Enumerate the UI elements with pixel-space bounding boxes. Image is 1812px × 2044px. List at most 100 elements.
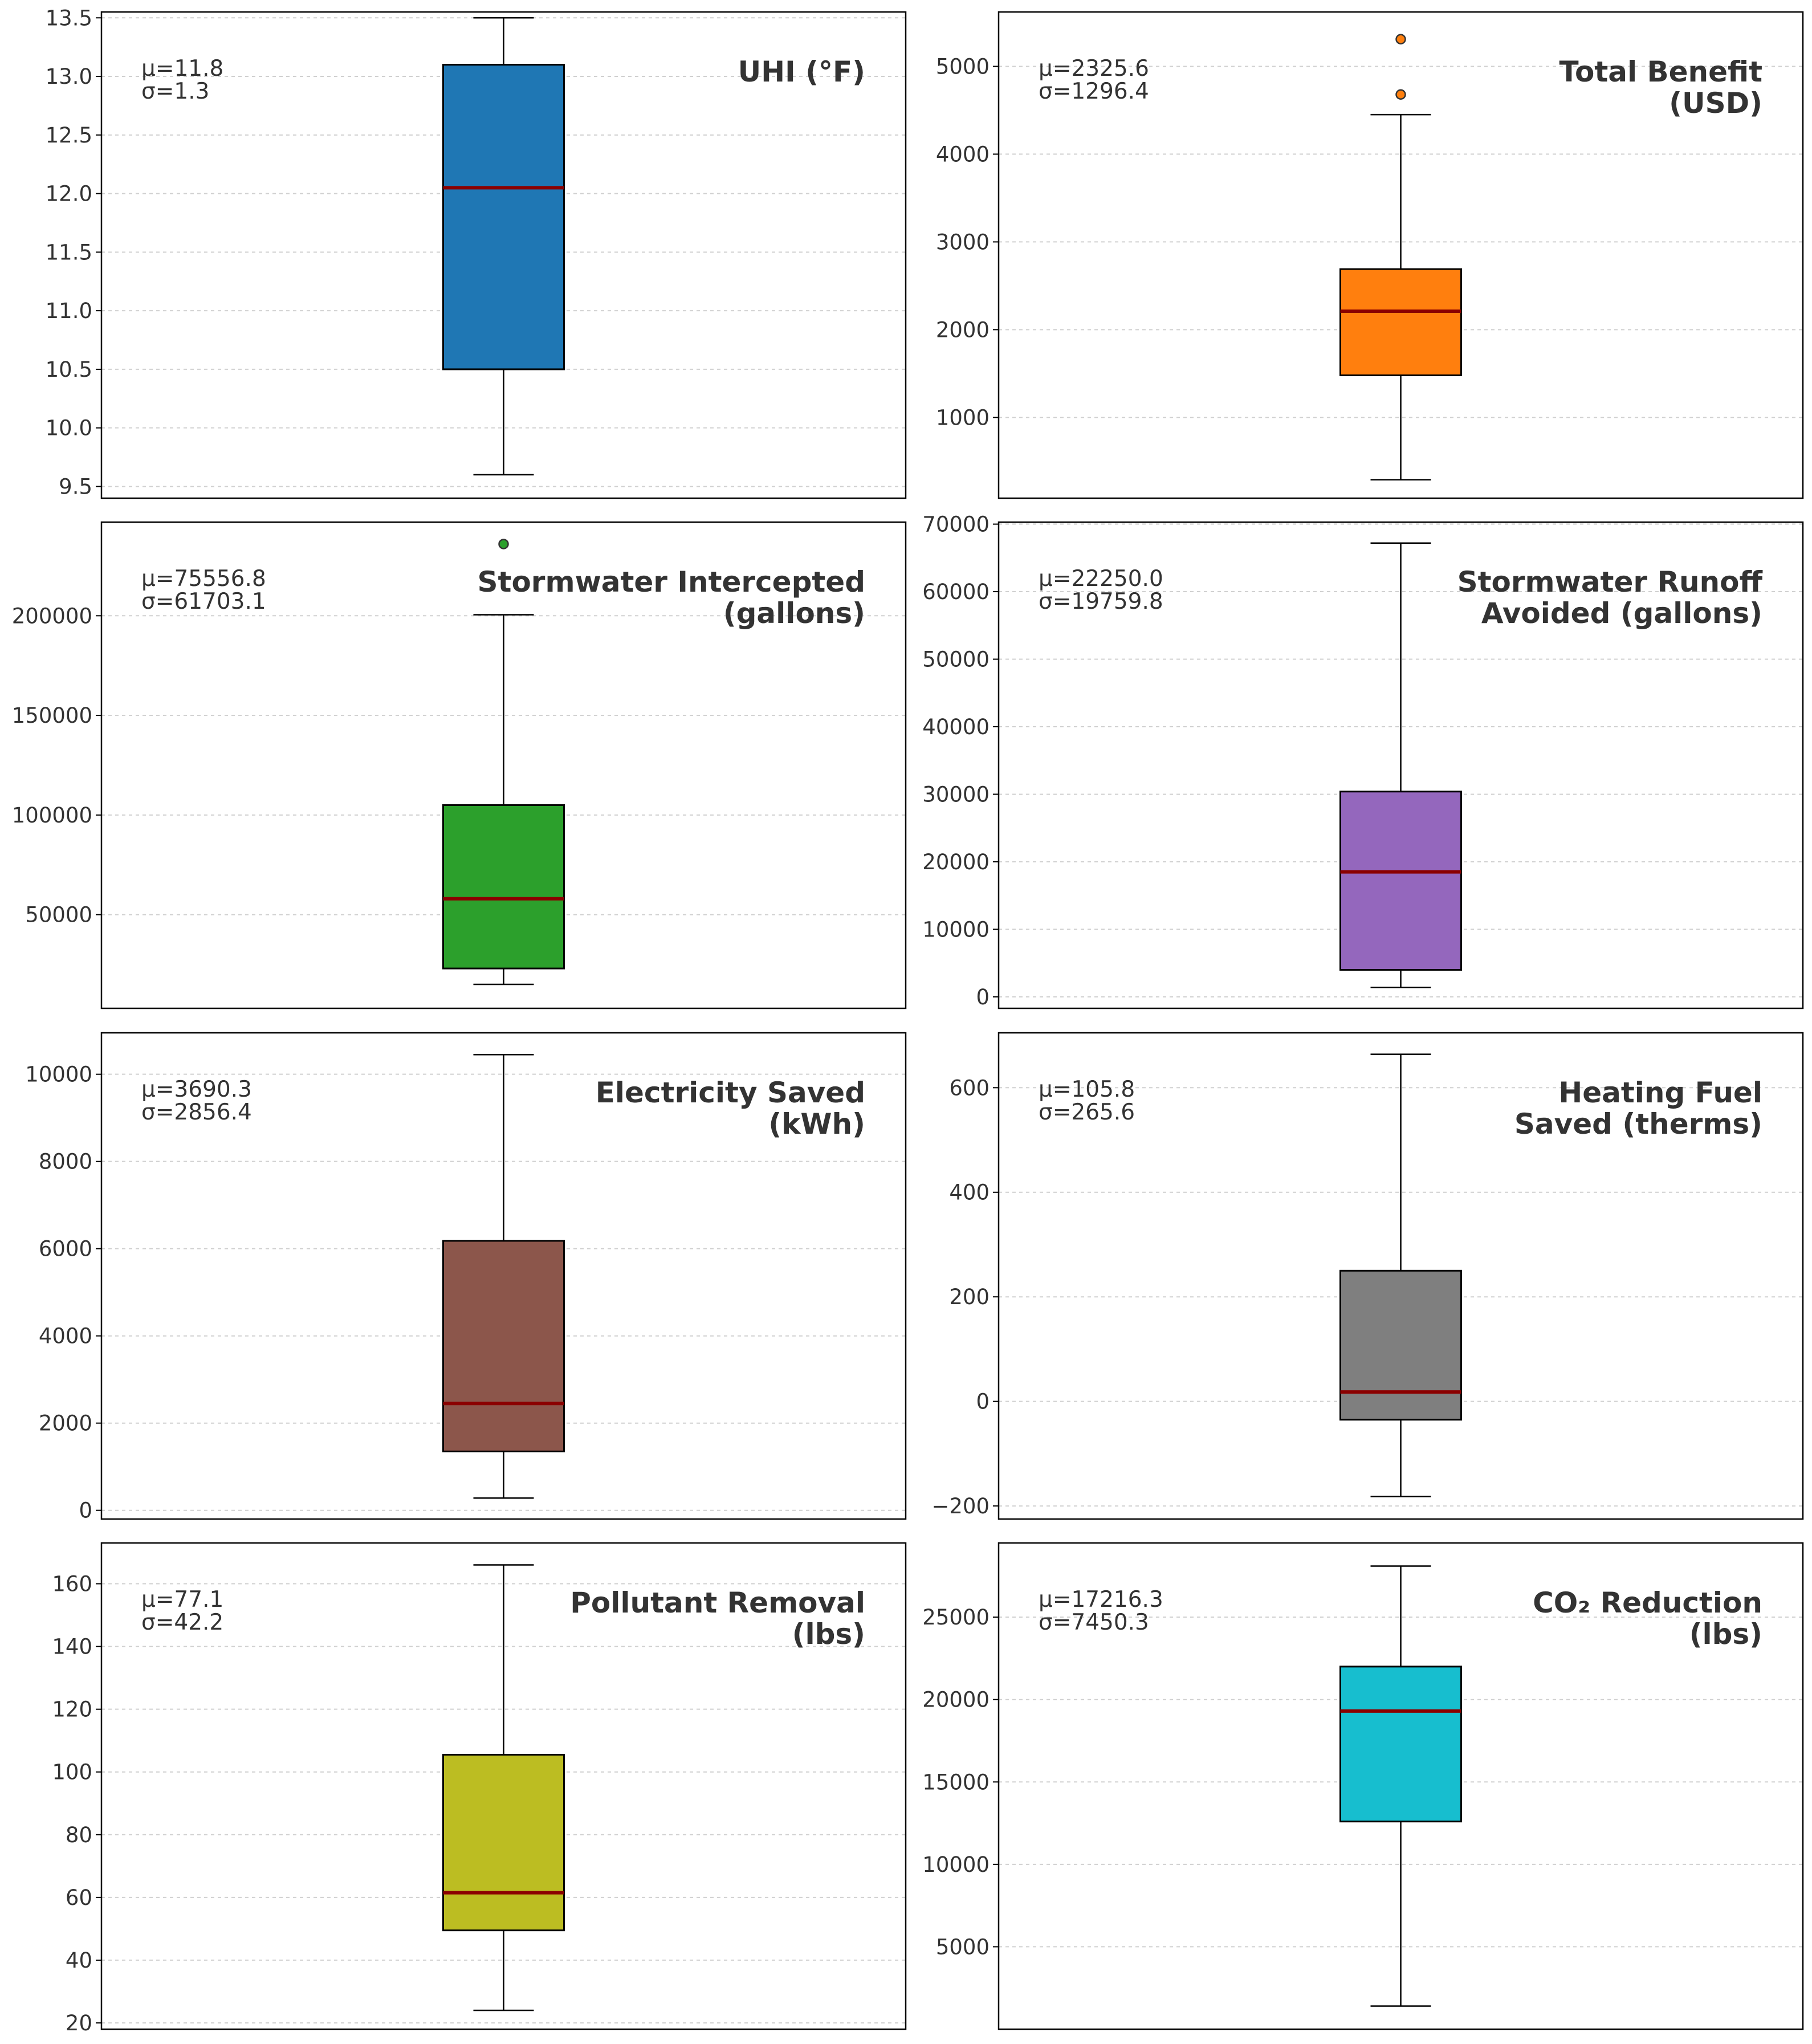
- outlier-point: [1395, 89, 1406, 100]
- y-tick-label: 10.5: [46, 357, 92, 382]
- plot-frame: [997, 1032, 1804, 1520]
- y-tick-label: 2000: [936, 317, 990, 342]
- y-tick-label: 60: [66, 1886, 92, 1910]
- y-tick-label: 40: [66, 1948, 92, 1973]
- box-iqr: [1339, 1666, 1462, 1823]
- sd-label: σ=265.6: [1039, 1100, 1135, 1125]
- y-tick-label: 11.0: [46, 299, 92, 323]
- y-tick-label: 4000: [39, 1324, 92, 1349]
- panel-title: UHI (°F): [738, 55, 865, 88]
- panel-6: −200 0 200 400 600 μ=105.8σ=265.6 Heating Fuel…: [931, 1032, 1804, 1520]
- panel-title: Stormwater Intercepted: [478, 565, 865, 598]
- panel-title: (gallons): [723, 597, 865, 630]
- sd-label: σ=42.2: [141, 1610, 223, 1635]
- y-tick-label: 0: [976, 985, 990, 1009]
- box-iqr: [442, 63, 565, 370]
- y-tick-label: 5000: [936, 54, 990, 79]
- y-tick-label: 400: [949, 1180, 990, 1205]
- sd-label: σ=61703.1: [141, 589, 266, 614]
- panel-8: 5000 10000 15000 20000 25000 μ=17216.3σ=7450.…: [922, 1542, 1804, 2030]
- mean-label: μ=105.8: [1039, 1077, 1135, 1102]
- outlier-point: [498, 539, 509, 549]
- panel-title: Total Benefit: [1559, 55, 1763, 88]
- y-tick-label: 30000: [922, 782, 990, 807]
- panel-title: CO₂ Reduction: [1533, 1586, 1762, 1619]
- mean-label: μ=3690.3: [141, 1077, 252, 1102]
- panel-title: Saved (therms): [1514, 1107, 1762, 1141]
- panel-title: (kWh): [768, 1107, 865, 1141]
- panel-7: 20 40 60 80 100 120 140 160 μ=77.1σ=42.2 Pollutan…: [52, 1542, 907, 2035]
- y-tick-label: 5000: [936, 1935, 990, 1959]
- box-iqr: [1339, 791, 1462, 971]
- plot-frame: [100, 1032, 907, 1520]
- y-tick-label: 11.5: [46, 240, 92, 264]
- y-tick-label: 50000: [25, 903, 92, 927]
- y-tick-label: 10.0: [46, 416, 92, 441]
- y-tick-label: 1000: [936, 405, 990, 430]
- plot-frame: [997, 11, 1804, 499]
- box-iqr: [1339, 268, 1462, 376]
- y-tick-label: 100000: [12, 803, 92, 828]
- y-tick-label: 0: [976, 1390, 990, 1414]
- y-tick-label: 10000: [922, 1852, 990, 1877]
- y-tick-label: 20: [66, 2011, 92, 2035]
- y-tick-label: 200: [949, 1285, 990, 1309]
- y-tick-label: 20000: [922, 1688, 990, 1712]
- y-tick-label: 100: [52, 1760, 92, 1785]
- mean-label: μ=17216.3: [1039, 1587, 1163, 1613]
- y-tick-label: 4000: [936, 142, 990, 166]
- plot-frame: [997, 521, 1804, 1009]
- y-tick-label: 10000: [922, 917, 990, 942]
- y-tick-label: 20000: [922, 850, 990, 874]
- y-tick-label: 6000: [39, 1237, 92, 1261]
- mean-label: μ=11.8: [141, 56, 223, 82]
- plot-frame: [100, 11, 907, 499]
- panel-2: 1000 2000 3000 4000 5000 μ=2325.6σ=1296.4 Tota…: [936, 11, 1804, 499]
- mean-label: μ=77.1: [141, 1587, 223, 1613]
- panel-5: 0 2000 4000 6000 8000 10000 μ=3690.3σ=2856.4 El…: [25, 1032, 907, 1523]
- y-tick-label: 200000: [12, 604, 92, 628]
- y-tick-label: 2000: [39, 1411, 92, 1436]
- panel-title: (lbs): [1689, 1618, 1762, 1651]
- y-tick-label: 40000: [922, 715, 990, 739]
- y-tick-label: 12.0: [46, 182, 92, 206]
- box-iqr: [1339, 1269, 1462, 1421]
- sd-label: σ=1296.4: [1039, 79, 1149, 104]
- panel-title: Heating Fuel: [1558, 1076, 1762, 1109]
- y-tick-label: 70000: [922, 512, 990, 537]
- y-tick-label: 140: [52, 1635, 92, 1659]
- panel-title: Stormwater Runoff: [1457, 565, 1763, 598]
- sd-label: σ=2856.4: [141, 1100, 252, 1125]
- box-iqr: [442, 1240, 565, 1452]
- panel-title: (USD): [1669, 87, 1762, 120]
- plot-frame: [997, 1542, 1804, 2030]
- y-tick-label: 60000: [922, 580, 990, 604]
- panel-title: Pollutant Removal: [570, 1586, 865, 1619]
- sd-label: σ=1.3: [141, 79, 209, 104]
- y-tick-label: −200: [931, 1494, 990, 1518]
- y-tick-label: 13.0: [46, 64, 92, 89]
- y-tick-label: 160: [52, 1572, 92, 1597]
- y-tick-label: 10000: [25, 1062, 92, 1087]
- y-tick-label: 600: [949, 1076, 990, 1100]
- y-tick-label: 50000: [922, 647, 990, 671]
- mean-label: μ=2325.6: [1039, 56, 1149, 82]
- y-tick-label: 80: [66, 1823, 92, 1847]
- sd-label: σ=7450.3: [1039, 1610, 1149, 1635]
- panel-3: 50000 100000 150000 200000 μ=75556.8σ=61703.…: [12, 521, 907, 1009]
- panel-title: Avoided (gallons): [1481, 597, 1762, 630]
- y-tick-label: 13.5: [46, 6, 92, 30]
- sd-label: σ=19759.8: [1039, 589, 1163, 614]
- box-iqr: [442, 1753, 565, 1932]
- y-tick-label: 0: [79, 1499, 92, 1523]
- panel-4: 0 10000 20000 30000 40000 50000 60000 70000 μ=22…: [922, 512, 1804, 1009]
- y-tick-label: 15000: [922, 1770, 990, 1794]
- mean-label: μ=22250.0: [1039, 566, 1163, 592]
- y-tick-label: 25000: [922, 1605, 990, 1630]
- mean-label: μ=75556.8: [141, 566, 266, 592]
- plot-frame: [100, 521, 907, 1009]
- box-iqr: [442, 804, 565, 970]
- panel-title: Electricity Saved: [596, 1076, 865, 1109]
- panel-title: (lbs): [792, 1618, 865, 1651]
